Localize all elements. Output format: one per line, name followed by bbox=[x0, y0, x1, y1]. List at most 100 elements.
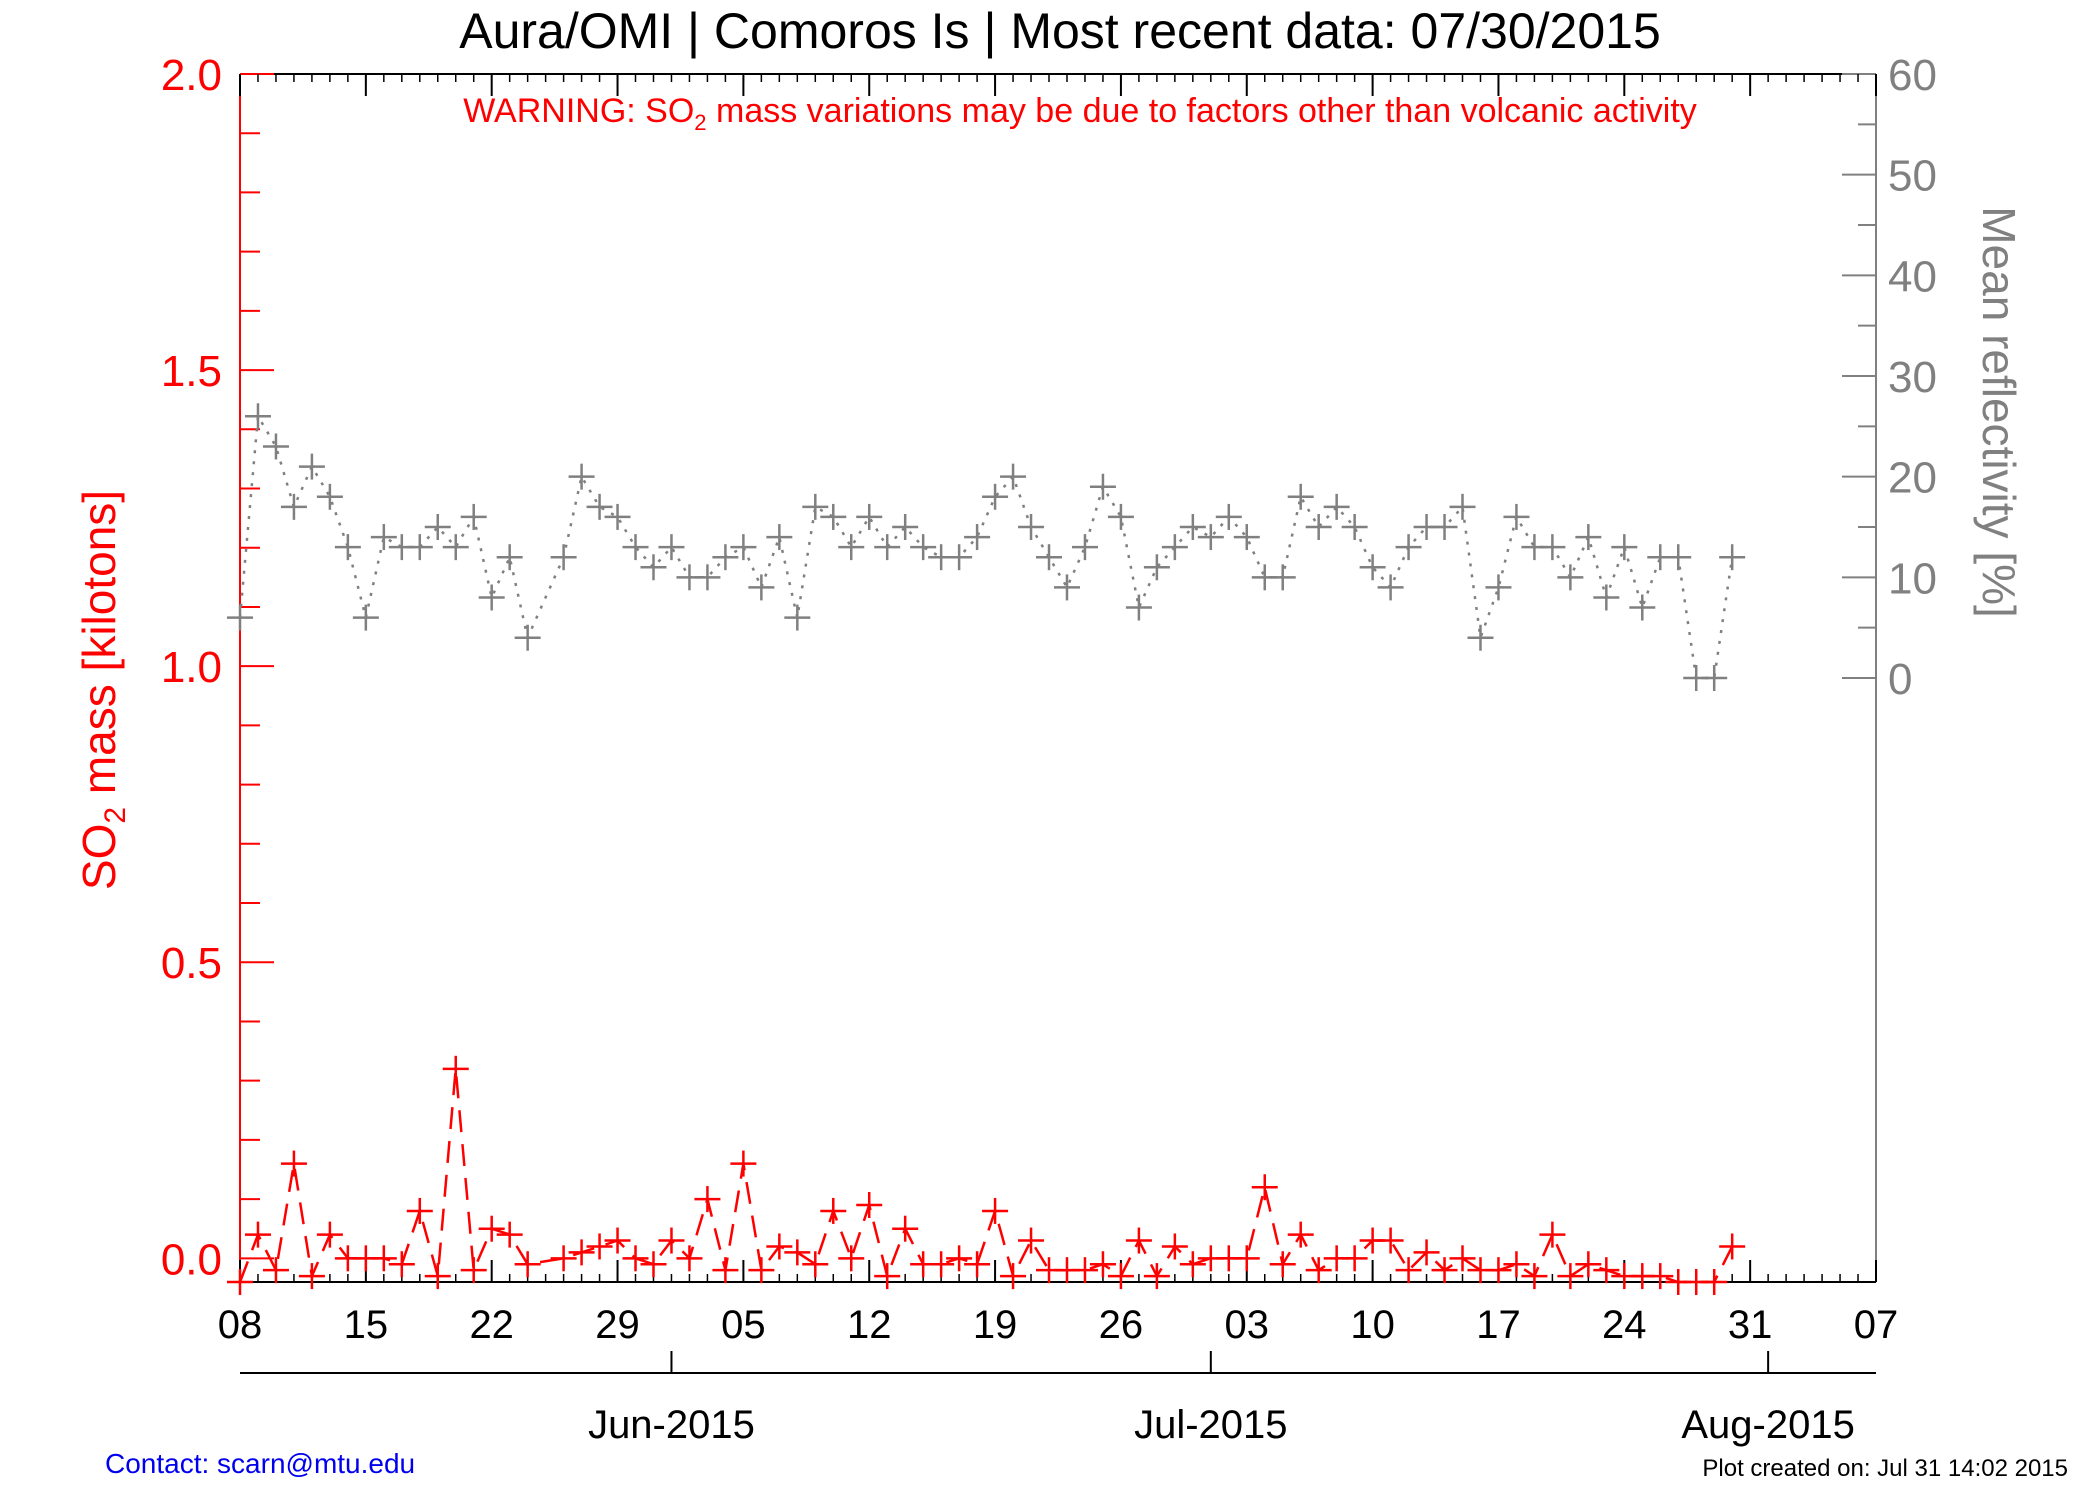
x-tick-label: 05 bbox=[721, 1303, 766, 1347]
reflectivity-point bbox=[1719, 544, 1746, 571]
reflectivity-point bbox=[460, 503, 487, 530]
month-label: Jul-2015 bbox=[1134, 1403, 1287, 1447]
so2-mass-point bbox=[298, 1263, 325, 1290]
reflectivity-point bbox=[1323, 493, 1350, 520]
so2-mass-point bbox=[1089, 1251, 1116, 1278]
so2-mass-point bbox=[1521, 1263, 1548, 1290]
so2-mass-point bbox=[1125, 1227, 1152, 1254]
so2-mass-point bbox=[1593, 1257, 1620, 1284]
reflectivity-point bbox=[1000, 463, 1027, 490]
so2-mass-point bbox=[460, 1257, 487, 1284]
reflectivity-point bbox=[784, 604, 811, 631]
chart-title: Aura/OMI | Comoros Is | Most recent data… bbox=[459, 3, 1661, 59]
warning-prefix: WARNING: SO bbox=[463, 92, 694, 130]
reflectivity-point bbox=[622, 534, 649, 561]
reflectivity-point bbox=[1233, 524, 1260, 551]
reflectivity-point bbox=[856, 503, 883, 530]
so2-mass-point bbox=[1503, 1251, 1530, 1278]
so2-mass-point bbox=[658, 1227, 685, 1254]
y-label-left-suffix: mass [kilotons] bbox=[73, 490, 125, 807]
reflectivity-point bbox=[514, 624, 541, 651]
reflectivity-point bbox=[1071, 534, 1098, 561]
reflectivity-point bbox=[1485, 574, 1512, 601]
reflectivity-point bbox=[1431, 514, 1458, 540]
reflectivity-point bbox=[1665, 544, 1692, 571]
so2-mass-point bbox=[712, 1257, 739, 1284]
so2-mass-point bbox=[856, 1192, 883, 1219]
right-tick-label: 10 bbox=[1888, 554, 1937, 603]
reflectivity-point bbox=[227, 604, 253, 631]
x-tick-label: 07 bbox=[1854, 1303, 1899, 1347]
reflectivity-point bbox=[874, 534, 901, 561]
so2-mass-point bbox=[1377, 1227, 1404, 1254]
reflectivity-point bbox=[964, 524, 991, 551]
so2-mass-point bbox=[1251, 1174, 1278, 1201]
plot-created-text: Plot created on: Jul 31 14:02 2015 bbox=[1702, 1455, 2068, 1482]
so2-mass-point bbox=[1107, 1263, 1134, 1290]
y-axis-label-left: SO2 mass [kilotons] bbox=[73, 490, 132, 890]
reflectivity-point bbox=[1575, 524, 1602, 551]
warning-text: WARNING: SO2 mass variations may be due … bbox=[463, 92, 1697, 135]
so2-mass-point bbox=[1071, 1257, 1098, 1284]
reflectivity-point bbox=[406, 534, 433, 561]
reflectivity-point bbox=[1341, 514, 1368, 540]
right-tick-label: 0 bbox=[1888, 655, 1912, 704]
so2-mass-point bbox=[388, 1251, 415, 1278]
x-tick-label: 10 bbox=[1350, 1303, 1395, 1347]
reflectivity-point bbox=[1215, 503, 1242, 530]
reflectivity-point bbox=[442, 534, 469, 561]
reflectivity-point bbox=[1539, 534, 1566, 561]
month-label: Jun-2015 bbox=[588, 1403, 755, 1447]
reflectivity-point bbox=[748, 574, 775, 601]
left-tick-label: 1.5 bbox=[161, 347, 222, 396]
reflectivity-point bbox=[586, 493, 613, 520]
left-tick-label: 0.0 bbox=[161, 1235, 222, 1284]
reflectivity-point bbox=[262, 433, 289, 460]
so2-mass-point bbox=[280, 1150, 307, 1177]
month-label: Aug-2015 bbox=[1681, 1403, 1854, 1447]
x-tick-label: 26 bbox=[1099, 1303, 1144, 1347]
reflectivity-point bbox=[910, 534, 937, 561]
reflectivity-point bbox=[478, 584, 505, 611]
reflectivity-point bbox=[1395, 534, 1422, 561]
x-tick-label: 22 bbox=[469, 1303, 514, 1347]
so2-mass-point bbox=[1413, 1239, 1440, 1266]
plot-frame bbox=[239, 73, 1877, 1374]
reflectivity-point bbox=[1036, 544, 1063, 571]
reflectivity-point bbox=[640, 554, 667, 581]
reflectivity-point bbox=[1305, 514, 1332, 540]
reflectivity-point bbox=[424, 514, 451, 540]
reflectivity-point bbox=[1611, 534, 1638, 561]
so2-mass-point bbox=[1719, 1233, 1746, 1260]
reflectivity-point bbox=[1197, 524, 1224, 551]
so2-mass-point bbox=[1161, 1233, 1188, 1260]
right-tick-label: 40 bbox=[1888, 252, 1937, 301]
reflectivity-point bbox=[352, 604, 379, 631]
reflectivity-point bbox=[1125, 594, 1152, 621]
right-tick-label: 60 bbox=[1888, 51, 1937, 100]
reflectivity-point bbox=[334, 534, 361, 561]
reflectivity-point bbox=[1593, 584, 1620, 611]
so2-mass-point bbox=[262, 1257, 289, 1284]
so2-mass-point bbox=[622, 1245, 649, 1272]
so2-mass-point bbox=[1539, 1221, 1566, 1248]
so2-mass-point bbox=[406, 1197, 433, 1224]
so2-mass-point bbox=[1701, 1269, 1728, 1295]
axis-ticks: 0.0 0.5 1.0 1.5 2.0 0 10 20 30 40 50 60 08 15 22 29 05 12… bbox=[161, 51, 1937, 1447]
left-tick-label: 0.5 bbox=[161, 939, 222, 988]
so2-mass-point bbox=[640, 1251, 667, 1278]
so2-mass-point bbox=[1269, 1251, 1296, 1278]
so2-mass-point bbox=[370, 1245, 397, 1272]
contact-link[interactable]: Contact: scarn@mtu.edu bbox=[105, 1448, 416, 1479]
reflectivity-point bbox=[1377, 574, 1404, 601]
so2-mass-point bbox=[424, 1263, 451, 1290]
so2-mass-point bbox=[496, 1221, 523, 1248]
so2-mass-point bbox=[784, 1239, 811, 1266]
reflectivity-point bbox=[838, 534, 865, 561]
right-tick-label: 20 bbox=[1888, 454, 1937, 503]
reflectivity-point bbox=[1143, 554, 1170, 581]
so2-mass-point bbox=[227, 1269, 253, 1295]
so2-mass-point bbox=[748, 1257, 775, 1284]
so2-mass-point bbox=[874, 1263, 901, 1290]
